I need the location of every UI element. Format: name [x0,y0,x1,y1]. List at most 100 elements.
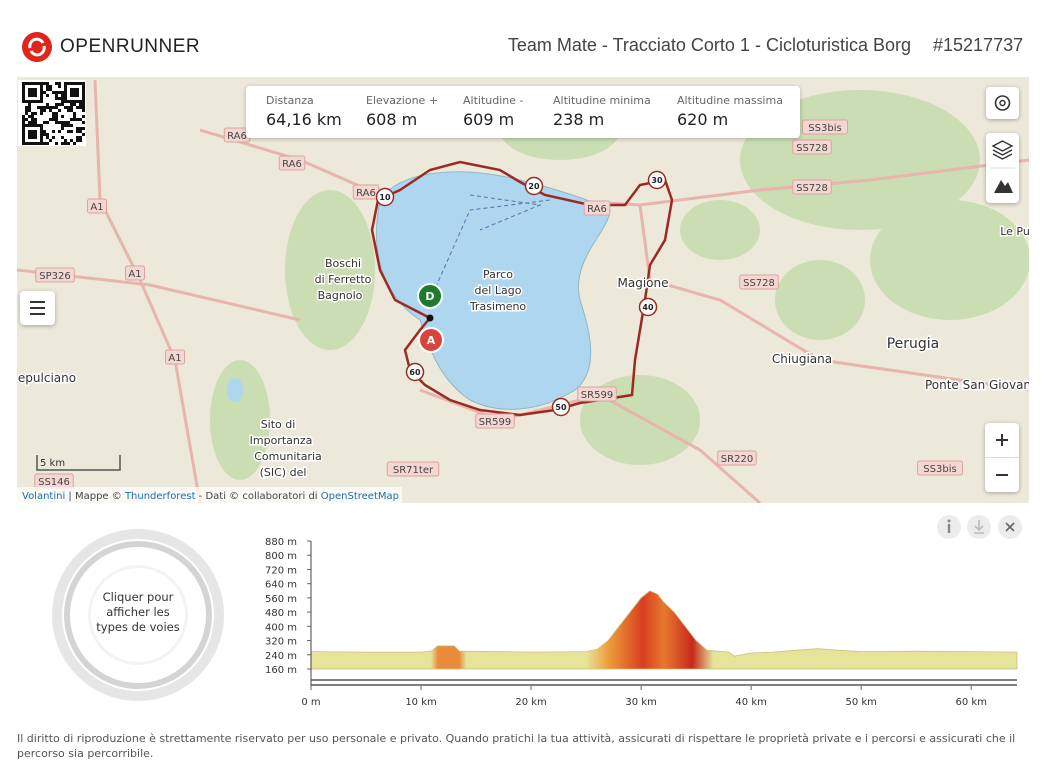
stat-value: 609 m [463,110,515,129]
road-label: RA6 [227,131,247,142]
route-id: #15217737 [933,35,1024,55]
road-types-label[interactable]: Cliquer pour afficher les types de voies [95,590,181,635]
y-tick-label: 560 m [265,594,297,605]
stat: Altitudine minima 238 m [553,94,651,129]
stat: Altitudine massima 620 m [677,94,783,129]
road-types-line: types de voies [96,620,180,634]
y-tick-label: 320 m [265,637,297,648]
terrain-button[interactable] [994,180,1013,193]
stat-value: 620 m [677,110,729,129]
logo[interactable] [20,31,54,65]
road-label: A1 [168,353,181,364]
road-types-line: Cliquer pour [102,590,174,604]
attribution-link[interactable]: Thunderforest [124,491,196,502]
layers-panel [986,133,1019,203]
place-label: Le Pu [1000,225,1029,238]
close-button[interactable] [998,515,1022,539]
road-label: SS146 [38,477,70,488]
stat-label: Altitudine minima [553,94,651,107]
info-button[interactable] [937,515,961,539]
place-label: Boschi [325,257,361,270]
attribution-link[interactable]: OpenStreetMap [321,491,399,502]
download-button[interactable] [967,515,991,539]
menu-button[interactable] [20,291,55,325]
stat: Altitudine - 609 m [463,94,523,129]
km-label: 20 [528,182,540,191]
footer: Il diritto di riproduzione è strettament… [17,732,1016,760]
road-shield [386,461,440,477]
stats-panel: Distanza 64,16 km Elevazione + 608 m Altitud… [246,86,800,138]
x-tick-label: 0 m [301,697,320,708]
place-label: Parco [483,268,513,281]
road-types-line: afficher les [106,605,170,619]
km-label: 30 [651,176,663,185]
route [370,160,674,417]
road-shield [792,179,832,195]
scale-label: 5 km [40,458,65,469]
km-marker [647,170,667,190]
profile-buttons [937,515,1022,539]
road-shield [739,274,779,290]
km-marker [638,297,658,317]
road-label: SS3bis [808,123,841,134]
place-label: Magione [618,276,669,290]
x-tick-label: 10 km [405,697,436,708]
km-marker [551,397,571,417]
road-types-widget[interactable] [48,525,228,705]
road-label: SR599 [581,390,613,401]
road-shield [577,386,617,402]
brand[interactable]: OPENRUNNER [60,36,201,57]
y-tick-label: 640 m [265,580,297,591]
y-tick-label: 240 m [265,651,297,662]
km-marker [405,362,425,382]
map[interactable]: Boschi di Ferretto Bagnolo Parco del Lago Tra… [17,77,1029,503]
y-tick-label: 160 m [265,665,297,676]
settings-button[interactable] [986,87,1019,119]
stat-label: Elevazione + [366,94,439,107]
layers-button[interactable] [991,140,1014,160]
route-pin-label: A [427,334,436,347]
attribution: Volantini | Mappe © Thunderforest - Dati… [22,491,399,502]
place-label: Sito di [261,418,296,431]
road-shield [802,119,848,135]
km-label: 40 [642,303,654,312]
x-tick-label: 60 km [956,697,987,708]
place-label: Chiugiana [772,352,832,366]
elevation-chart: 160 m 240 m 320 m 400 m 480 m 560 m 640 m 720 m… [265,537,1018,708]
zoom-in[interactable] [996,434,1008,446]
place-label: Comunitaria [254,450,322,463]
km-label: 50 [555,403,567,412]
stat: Distanza 64,16 km [266,94,342,129]
road-shield [792,139,832,155]
route-title: Team Mate - Tracciato Corto 1 - Ciclotur… [507,35,911,55]
place-label: Ponte San Giovan [925,378,1029,392]
y-tick-label: 720 m [265,565,297,576]
road-shield [583,200,611,216]
road-label: RA6 [282,159,302,170]
place-label: del Lago [475,284,522,297]
place-label: Bagnolo [318,289,363,302]
road-shield [125,265,145,281]
road-label: RA6 [356,188,376,199]
stat-value: 238 m [553,110,605,129]
scale-bar [36,455,121,471]
road-shield [717,450,757,466]
attribution-link[interactable]: Volantini [22,491,65,502]
road-label: SS728 [796,143,828,154]
km-marker [375,187,395,207]
y-tick-label: 400 m [265,622,297,633]
place-label: epulciano [18,371,76,385]
route-pin [418,327,444,353]
zoom-control [985,423,1019,492]
elevation-area [310,590,1018,670]
road-label: SR599 [479,417,511,428]
road-label: SR71ter [393,465,434,476]
place-label: di Ferretto [315,273,372,286]
km-label: 10 [379,193,391,202]
stat: Elevazione + 608 m [366,94,438,129]
stat-label: Altitudine - [463,94,524,107]
road-shield [917,460,963,476]
place-label: Importanza [250,434,313,447]
stat-label: Distanza [266,94,314,107]
